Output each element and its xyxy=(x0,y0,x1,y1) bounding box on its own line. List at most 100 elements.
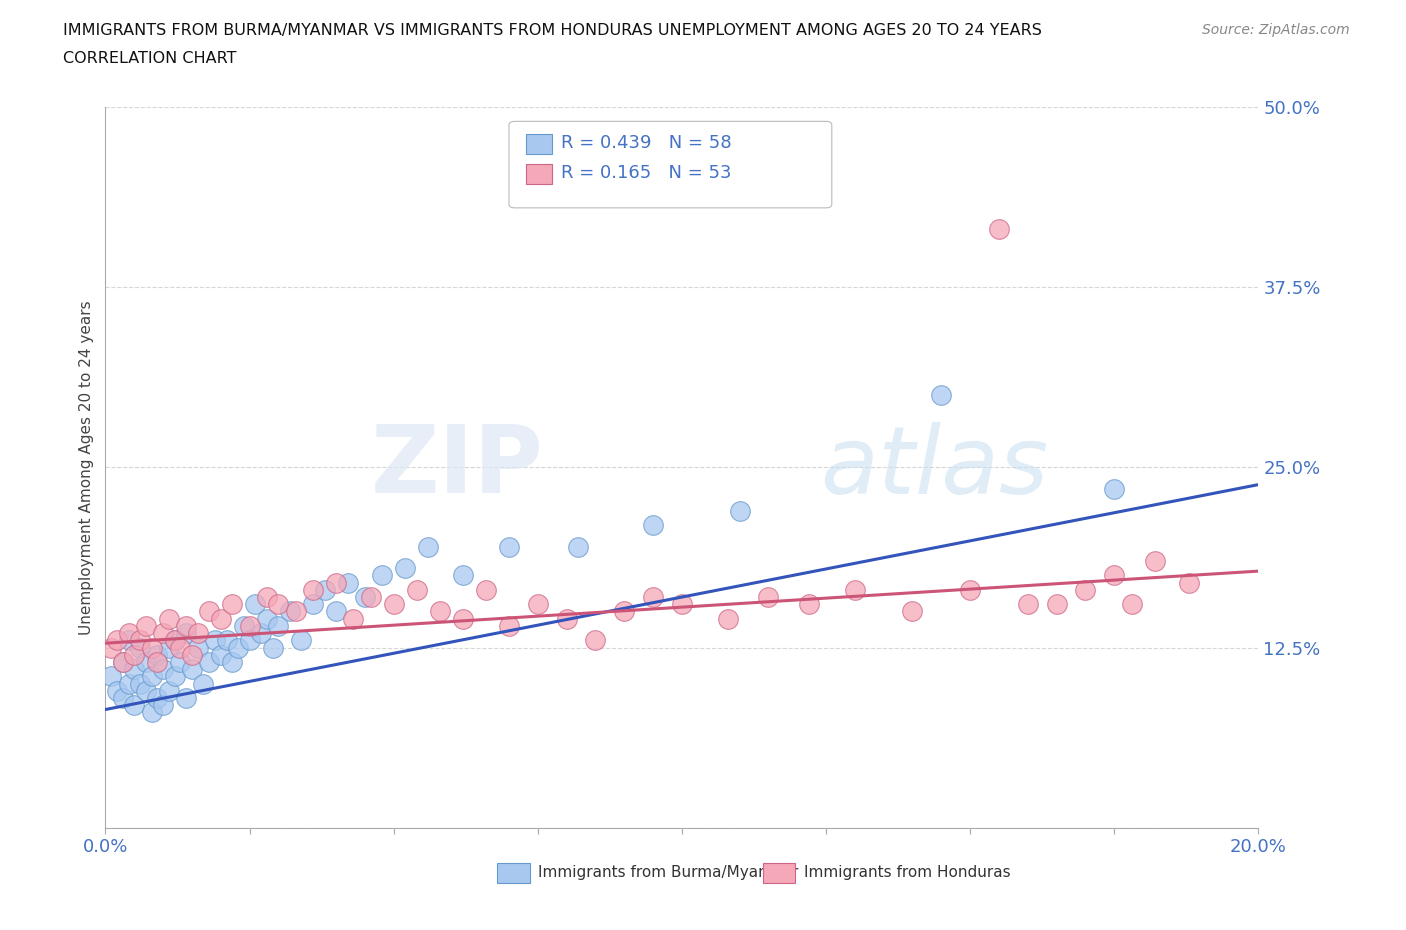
Point xyxy=(901,604,924,619)
Point xyxy=(193,676,215,691)
Point xyxy=(256,611,278,626)
Point xyxy=(135,684,157,698)
Point xyxy=(180,662,204,677)
Point xyxy=(1102,482,1125,497)
Bar xyxy=(526,134,551,153)
Point xyxy=(342,611,364,626)
Point xyxy=(157,611,180,626)
Point xyxy=(111,655,134,670)
Point xyxy=(314,582,336,597)
Point xyxy=(643,517,665,532)
Point xyxy=(152,662,174,677)
Point xyxy=(187,640,209,655)
Point xyxy=(844,582,866,597)
Point xyxy=(124,662,146,677)
Text: ZIP: ZIP xyxy=(371,421,544,513)
Point xyxy=(613,604,636,619)
Point xyxy=(1121,597,1143,612)
Point xyxy=(174,618,197,633)
Point xyxy=(198,655,221,670)
Point xyxy=(105,684,128,698)
Point xyxy=(336,575,359,591)
Point xyxy=(278,604,301,619)
Point xyxy=(100,640,122,655)
Point xyxy=(215,632,238,647)
Point xyxy=(1017,597,1039,612)
Point xyxy=(117,632,139,647)
Point xyxy=(717,611,740,626)
Point xyxy=(1143,553,1166,568)
Point xyxy=(325,604,347,619)
Point xyxy=(1046,597,1069,612)
Text: atlas: atlas xyxy=(820,422,1049,512)
Point xyxy=(100,669,122,684)
Point xyxy=(418,539,440,554)
Text: Immigrants from Honduras: Immigrants from Honduras xyxy=(804,865,1011,880)
Point xyxy=(1178,575,1201,591)
Point xyxy=(198,604,221,619)
Point xyxy=(152,698,174,712)
Point xyxy=(135,618,157,633)
Text: CORRELATION CHART: CORRELATION CHART xyxy=(63,51,236,66)
Point xyxy=(141,705,163,720)
Point xyxy=(204,632,226,647)
Point xyxy=(302,597,325,612)
Point xyxy=(267,618,290,633)
Text: Immigrants from Burma/Myanmar: Immigrants from Burma/Myanmar xyxy=(538,865,799,880)
Bar xyxy=(498,863,530,884)
Text: R = 0.165   N = 53: R = 0.165 N = 53 xyxy=(561,164,731,181)
Point xyxy=(256,590,278,604)
Point xyxy=(129,640,152,655)
Point xyxy=(239,632,262,647)
Point xyxy=(141,669,163,684)
Point xyxy=(111,690,134,706)
Point xyxy=(290,632,312,647)
Point xyxy=(394,561,416,576)
Point xyxy=(262,640,284,655)
Point xyxy=(221,597,243,612)
Text: Source: ZipAtlas.com: Source: ZipAtlas.com xyxy=(1202,23,1350,37)
Point xyxy=(451,611,474,626)
Point xyxy=(567,539,589,554)
Point xyxy=(221,655,243,670)
Point xyxy=(643,590,665,604)
Point xyxy=(146,690,169,706)
Point xyxy=(209,647,232,662)
Point xyxy=(429,604,451,619)
Point xyxy=(360,590,382,604)
Point xyxy=(555,611,578,626)
Point xyxy=(475,582,498,597)
Point xyxy=(959,582,981,597)
Y-axis label: Unemployment Among Ages 20 to 24 years: Unemployment Among Ages 20 to 24 years xyxy=(79,300,94,634)
Point xyxy=(728,503,751,518)
Point xyxy=(250,626,273,641)
Point xyxy=(124,698,146,712)
Text: R = 0.439   N = 58: R = 0.439 N = 58 xyxy=(561,134,731,152)
Point xyxy=(758,590,780,604)
Point xyxy=(169,655,191,670)
Point xyxy=(157,684,180,698)
Point xyxy=(146,655,169,670)
Point xyxy=(146,647,169,662)
Text: IMMIGRANTS FROM BURMA/MYANMAR VS IMMIGRANTS FROM HONDURAS UNEMPLOYMENT AMONG AGE: IMMIGRANTS FROM BURMA/MYANMAR VS IMMIGRA… xyxy=(63,23,1042,38)
Point xyxy=(239,618,262,633)
Point xyxy=(163,669,186,684)
Point xyxy=(245,597,267,612)
Bar xyxy=(526,164,551,184)
Point xyxy=(585,632,607,647)
Point xyxy=(163,632,186,647)
Point xyxy=(180,647,204,662)
Point xyxy=(527,597,550,612)
Point xyxy=(111,655,134,670)
Point xyxy=(157,640,180,655)
Point xyxy=(232,618,254,633)
Point xyxy=(135,655,157,670)
Point xyxy=(354,590,377,604)
Point xyxy=(187,626,209,641)
Point xyxy=(371,568,394,583)
Point xyxy=(169,640,191,655)
Point xyxy=(267,597,290,612)
Point xyxy=(163,632,186,647)
Point xyxy=(141,640,163,655)
Point xyxy=(302,582,325,597)
